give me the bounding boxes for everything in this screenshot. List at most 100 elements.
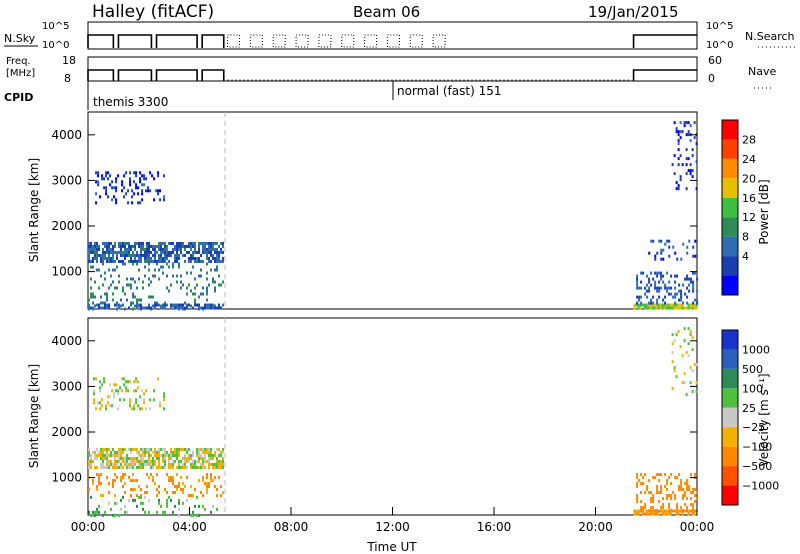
- scatter-cell: [125, 171, 128, 175]
- scatter-cell: [210, 306, 212, 310]
- scatter-cell: [649, 306, 652, 310]
- scatter-cell: [190, 289, 192, 293]
- scatter-cell: [126, 277, 128, 281]
- scatter-cell: [136, 306, 138, 310]
- scatter-cell: [138, 485, 140, 489]
- scatter-cell: [675, 512, 678, 516]
- scatter-cell: [637, 509, 640, 513]
- scatter-cell: [686, 277, 689, 281]
- scatter-cell: [126, 250, 128, 254]
- scatter-cell: [112, 247, 114, 251]
- scatter-cell: [184, 459, 186, 463]
- scatter-cell: [148, 295, 150, 299]
- scatter-cell: [154, 453, 156, 457]
- scatter-cell: [102, 253, 104, 257]
- power-data: [88, 112, 699, 311]
- scatter-cell: [664, 485, 667, 489]
- scatter-cell: [178, 247, 180, 251]
- scatter-cell: [132, 447, 134, 451]
- scatter-cell: [190, 241, 192, 245]
- scatter-cell: [178, 453, 180, 457]
- scatter-cell: [220, 241, 222, 245]
- scatter-cell: [216, 507, 218, 511]
- scatter-cell: [206, 286, 208, 290]
- scatter-cell: [641, 303, 644, 307]
- scatter-cell: [172, 250, 174, 254]
- scatter-cell: [117, 392, 120, 396]
- scatter-cell: [640, 473, 643, 477]
- cpid-mode-2: normal (fast) 151: [397, 84, 501, 98]
- scatter-cell: [214, 450, 216, 454]
- scatter-cell: [220, 283, 222, 287]
- scatter-cell: [126, 459, 128, 463]
- scatter-cell: [166, 244, 168, 248]
- scatter-cell: [692, 286, 695, 290]
- scatter-cell: [690, 473, 693, 477]
- scatter-cell: [102, 456, 104, 460]
- scatter-cell: [170, 465, 172, 469]
- x-tick-label: 16:00: [477, 520, 512, 534]
- scatter-cell: [660, 271, 663, 275]
- scatter-cell: [112, 292, 114, 296]
- scatter-cell: [151, 174, 154, 178]
- scatter-cell: [94, 256, 96, 260]
- scatter-cell: [194, 504, 196, 508]
- scatter-cell: [646, 295, 649, 299]
- scatter-cell: [90, 247, 92, 251]
- scatter-cell: [210, 244, 212, 248]
- scatter-cell: [180, 459, 182, 463]
- scatter-cell: [190, 247, 192, 251]
- scatter-cell: [690, 491, 693, 495]
- scatter-cell: [690, 497, 693, 501]
- scatter-cell: [662, 248, 665, 252]
- scatter-cell: [108, 268, 110, 272]
- scatter-cell: [214, 306, 216, 310]
- scatter-cell: [144, 459, 146, 463]
- scatter-cell: [210, 303, 212, 307]
- scatter-cell: [129, 401, 132, 405]
- scatter-cell: [656, 509, 659, 513]
- scatter-cell: [194, 241, 196, 245]
- scatter-cell: [142, 459, 144, 463]
- scatter-cell: [196, 450, 198, 454]
- scatter-cell: [118, 456, 120, 460]
- scatter-cell: [168, 456, 170, 460]
- scatter-cell: [146, 447, 148, 451]
- scatter-cell: [102, 250, 104, 254]
- scatter-cell: [102, 459, 104, 463]
- scatter-cell: [162, 465, 164, 469]
- scatter-cell: [98, 453, 100, 457]
- scatter-cell: [674, 292, 677, 296]
- scatter-cell: [691, 169, 694, 173]
- colorbar-frame: [721, 329, 739, 506]
- scatter-cell: [108, 256, 110, 260]
- scatter-cell: [675, 333, 678, 337]
- scatter-cell: [647, 303, 650, 307]
- scatter-cell: [192, 494, 194, 498]
- scatter-cell: [208, 447, 210, 451]
- scatter-cell: [109, 404, 112, 408]
- scatter-cell: [134, 256, 136, 260]
- scatter-cell: [116, 450, 118, 454]
- scatter-cell: [132, 253, 134, 257]
- scatter-cell: [693, 303, 696, 307]
- scatter-cell: [686, 482, 689, 486]
- scatter-cell: [674, 295, 677, 299]
- scatter-cell: [98, 479, 100, 483]
- velocity-colorbar-label: Velocity [m s⁻¹]: [757, 373, 771, 466]
- scatter-cell: [156, 301, 158, 305]
- scatter-cell: [176, 259, 178, 263]
- scatter-cell: [134, 241, 136, 245]
- scatter-cell: [216, 250, 218, 254]
- scatter-cell: [202, 450, 204, 454]
- scatter-cell: [122, 476, 124, 480]
- scatter-cell: [186, 450, 188, 454]
- scatter-cell: [194, 277, 196, 281]
- scatter-cell: [97, 171, 100, 175]
- scatter-cell: [164, 510, 166, 514]
- scatter-cell: [96, 253, 98, 257]
- scatter-cell: [114, 456, 116, 460]
- scatter-cell: [681, 303, 684, 307]
- scatter-cell: [166, 256, 168, 260]
